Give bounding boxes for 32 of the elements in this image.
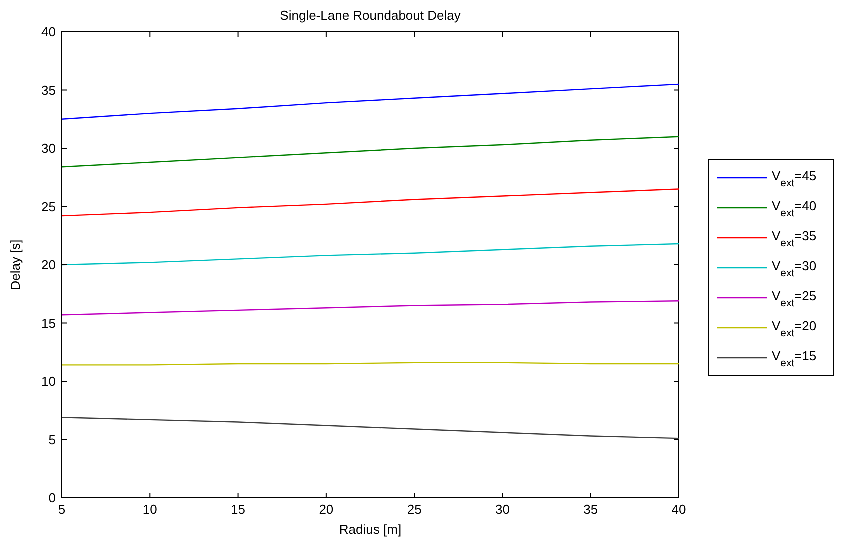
legend-label: V$_{ext}$=25: [772, 288, 817, 310]
legend-label: V$_{ext}$=40: [772, 198, 817, 220]
y-tick-label: 5: [48, 432, 56, 448]
x-tick-label: 5: [58, 502, 66, 517]
line-series: [61, 84, 680, 120]
y-tick-label: 40: [42, 24, 56, 40]
legend-label: V$_{ext}$=20: [772, 318, 817, 340]
x-tick-label: 40: [672, 502, 686, 517]
x-tick-label: 10: [142, 502, 158, 517]
y-axis-title: Delay [s]: [8, 240, 23, 290]
line-series: [61, 136, 680, 168]
y-tick-label: 25: [42, 199, 56, 214]
legend-label: V$_{ext}$=45: [772, 168, 817, 190]
y-tick-label: 10: [42, 374, 56, 390]
line-series: [61, 188, 680, 217]
x-tick-label: 30: [495, 502, 510, 517]
x-tick-label: 20: [319, 502, 334, 517]
line-series: [61, 300, 680, 316]
y-tick-label: 30: [42, 141, 56, 156]
x-tick-label: 15: [231, 502, 246, 517]
x-tick-label: 35: [584, 502, 598, 517]
legend-label: V$_{ext}$=35: [772, 228, 817, 250]
legend-label: V$_{ext}$=15: [772, 348, 817, 370]
x-tick-label: 25: [407, 502, 422, 517]
y-tick-label: 20: [42, 258, 56, 273]
x-axis-title: Radius [m]: [339, 522, 402, 537]
y-tick-label: 35: [42, 82, 56, 98]
legend-label: V$_{ext}$=30: [772, 258, 817, 280]
chart-title: Single-Lane Roundabout Delay: [280, 8, 462, 23]
y-tick-label: 0: [48, 490, 56, 506]
line-series: [61, 417, 680, 440]
y-tick-label: 15: [42, 316, 56, 331]
